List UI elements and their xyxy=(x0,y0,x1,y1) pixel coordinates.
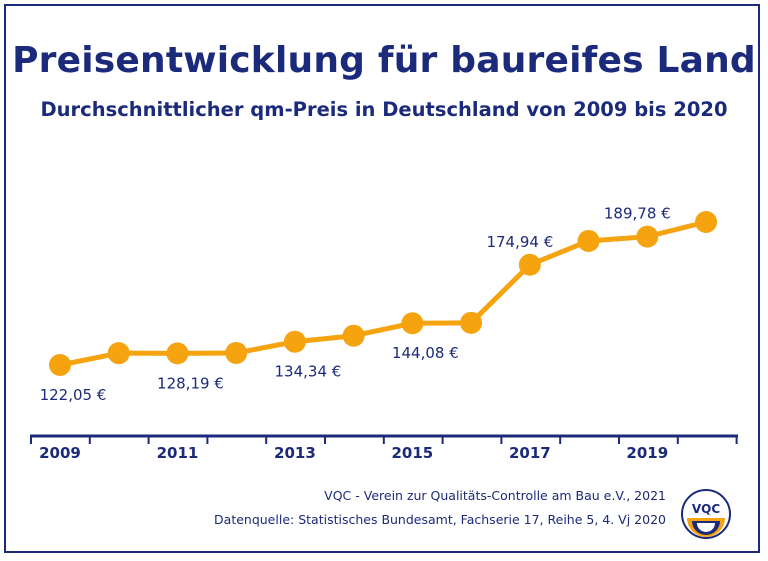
x-tick-label: 2013 xyxy=(274,444,316,462)
series-line xyxy=(59,219,707,368)
vqc-logo-icon: VQC xyxy=(681,489,731,539)
x-tick-label: 2015 xyxy=(392,444,434,462)
data-point xyxy=(166,342,189,365)
chart-frame xyxy=(4,4,760,553)
chart-subtitle: Durchschnittlicher qm-Preis in Deutschla… xyxy=(40,98,728,121)
data-point xyxy=(342,324,365,347)
data-point xyxy=(107,342,130,365)
data-label: 144,08 € xyxy=(392,344,459,362)
data-label: 174,94 € xyxy=(486,233,553,251)
data-point xyxy=(518,253,541,276)
data-point xyxy=(460,311,483,334)
data-point xyxy=(577,229,600,252)
x-tick-label: 2009 xyxy=(39,444,81,462)
footer-credit: VQC - Verein zur Qualitäts-Controlle am … xyxy=(324,488,666,503)
x-tick-label: 2019 xyxy=(626,444,668,462)
data-point xyxy=(695,211,718,233)
data-point xyxy=(401,312,424,335)
logo-text: VQC xyxy=(692,502,720,516)
footer-source: Datenquelle: Statistisches Bundesamt, Fa… xyxy=(214,512,666,527)
data-point xyxy=(225,341,248,364)
data-point xyxy=(49,354,71,376)
x-tick-label: 2011 xyxy=(157,444,199,462)
data-label: 122,05 € xyxy=(40,386,107,404)
chart-title: Preisentwicklung für baureifes Land xyxy=(12,40,756,81)
data-label: 189,78 € xyxy=(604,205,671,223)
data-label: 134,34 € xyxy=(275,363,342,381)
data-point xyxy=(636,225,659,248)
data-label: 128,19 € xyxy=(157,374,224,392)
data-point xyxy=(283,330,306,353)
x-tick-label: 2017 xyxy=(509,444,551,462)
